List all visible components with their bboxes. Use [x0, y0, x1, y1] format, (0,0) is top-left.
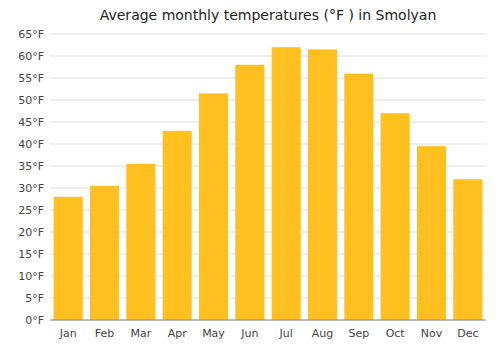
x-tick-label: Feb — [95, 327, 114, 340]
x-axis-line — [50, 320, 486, 321]
title: Average monthly temperatures (°F ) in Sm… — [100, 7, 437, 23]
y-tick-label: 0°F — [25, 314, 44, 327]
y-tick-label: 10°F — [18, 270, 44, 283]
x-tick-label: Nov — [421, 327, 443, 340]
x-tick-label: May — [202, 327, 225, 340]
grid-line — [50, 34, 486, 35]
y-tick-label: 25°F — [18, 204, 44, 217]
x-tick-label: Jan — [59, 327, 77, 340]
grid-line — [50, 100, 486, 101]
x-tick-label: Jun — [240, 327, 258, 340]
x-tick-label: Apr — [168, 327, 188, 340]
y-tick-label: 65°F — [18, 28, 44, 41]
y-tick-label: 60°F — [18, 50, 44, 63]
y-tick-label: 15°F — [18, 248, 44, 261]
chart-container: Average monthly temperatures (°F ) in Sm… — [0, 0, 500, 350]
chart-svg: Average monthly temperatures (°F ) in Sm… — [0, 0, 500, 350]
x-tick-label: Aug — [312, 327, 333, 340]
y-axis: 0°F 5°F 10°F 15°F 20°F 25°F 30°F 35°F 40°F 45°F 50… — [18, 28, 44, 327]
y-tick-label: 50°F — [18, 94, 44, 107]
grid — [50, 34, 486, 320]
bar — [308, 49, 337, 320]
bars — [54, 47, 483, 320]
bar — [344, 74, 373, 320]
grid-line — [50, 78, 486, 79]
y-tick-label: 35°F — [18, 160, 44, 173]
bar — [453, 179, 482, 320]
x-axis: Jan Feb Mar Apr May Jun Jul Aug Sep Oct Nov Dec — [59, 327, 479, 340]
bar — [54, 197, 83, 320]
bar — [235, 65, 264, 320]
grid-line — [50, 320, 486, 321]
x-tick-label: Dec — [457, 327, 478, 340]
y-tick-label: 30°F — [18, 182, 44, 195]
bar — [90, 186, 119, 320]
y-tick-label: 55°F — [18, 72, 44, 85]
x-tick-label: Sep — [348, 327, 369, 340]
y-tick-label: 45°F — [18, 116, 44, 129]
bar — [199, 93, 228, 320]
y-tick-label: 5°F — [25, 292, 44, 305]
x-tick-label: Oct — [386, 327, 406, 340]
bar — [163, 131, 192, 320]
y-tick-label: 20°F — [18, 226, 44, 239]
grid-line — [50, 56, 486, 57]
bar — [381, 113, 410, 320]
grid-line — [50, 144, 486, 145]
x-tick-label: Mar — [130, 327, 151, 340]
x-tick-label: Jul — [279, 327, 293, 340]
grid-line — [50, 122, 486, 123]
bar — [272, 47, 301, 320]
y-tick-label: 40°F — [18, 138, 44, 151]
bar — [417, 146, 446, 320]
bar — [126, 164, 155, 320]
